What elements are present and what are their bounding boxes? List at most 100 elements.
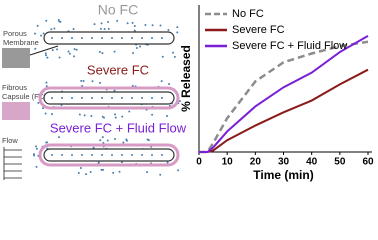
dot [101,136,104,139]
capsule-label: Fibrous [2,83,27,92]
dot [135,47,138,50]
dot [101,97,103,99]
legend-label: Severe FC [232,24,285,36]
device [43,31,175,45]
dot [141,97,143,99]
dot [81,37,83,39]
dot [128,110,131,113]
dot [131,21,134,24]
dot [35,165,38,168]
dot [176,31,179,34]
dot [81,154,83,156]
dot [101,154,103,156]
severe-fc-label: Severe FC [87,62,149,77]
dot [53,27,56,30]
dot [56,48,59,51]
dot [151,24,154,27]
dot [161,55,164,58]
y-axis-label: % Released [179,45,193,112]
dot [121,97,123,99]
dot [111,97,113,99]
dot [166,161,169,164]
series-line [199,68,369,153]
device [43,148,175,162]
dot [91,37,93,39]
dot [151,37,153,39]
dot [151,154,153,156]
dot [71,97,73,99]
dot [111,37,113,39]
dot [85,173,88,176]
dot [167,29,170,32]
x-tick-label: 20 [250,157,262,168]
dot [81,97,83,99]
dot [101,52,104,55]
dot [45,85,48,88]
dot [71,154,73,156]
dot [102,168,105,171]
dot [100,22,103,25]
dot [131,37,133,39]
fibrous-capsule [38,143,180,167]
dot [131,97,133,99]
dot [103,27,106,30]
x-axis-label: Time (min) [253,168,313,182]
dot [45,81,48,84]
dot [93,23,96,26]
dot [99,81,102,84]
dot [91,97,93,99]
dot [101,37,103,39]
dot [89,171,92,174]
dot [131,154,133,156]
device [43,91,175,105]
dot [57,19,60,22]
dot [141,37,143,39]
dot [72,27,75,30]
capsule-image [2,102,30,120]
membrane-image [2,48,30,68]
dot [168,82,171,85]
dot [42,32,45,35]
dot [111,154,113,156]
figure: No FC Porous Membrane Severe FC Fibrous … [2,2,374,182]
dot [151,97,153,99]
dot [73,55,76,58]
dot [147,139,150,142]
dot [113,113,116,116]
dot [33,154,36,157]
flow-arrows [3,147,22,180]
dot [114,137,117,140]
dot [141,154,143,156]
dot [160,80,163,83]
dot [45,19,48,22]
x-tick-label: 0 [196,157,202,168]
dot [166,115,169,118]
dot [98,50,101,53]
dot [61,154,63,156]
dot [51,49,54,52]
dot [58,56,61,59]
dot [107,27,110,30]
dot [144,24,147,27]
dot [103,116,106,119]
dot [121,154,123,156]
dot [121,115,124,118]
dot [102,141,105,144]
dot [33,153,36,156]
dot [45,141,48,144]
dot [91,80,94,83]
dot [44,112,47,115]
x-tick-label: 50 [334,157,346,168]
dot [90,114,93,117]
dot [73,48,76,51]
schematic: No FC Porous Membrane Severe FC Fibrous … [2,2,187,180]
dot [51,154,53,156]
capsules [33,19,181,176]
x-tick-label: 60 [362,157,374,168]
dot [44,52,47,55]
dot [75,48,78,51]
dot [126,22,129,25]
dot [71,37,73,39]
dot [99,139,102,142]
dot [51,113,54,116]
